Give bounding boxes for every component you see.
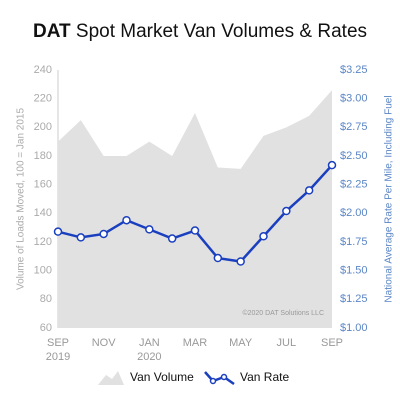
rate-marker xyxy=(259,232,268,241)
y-tick-label: 120 xyxy=(34,236,52,248)
y2-tick-label: $3.25 xyxy=(340,64,368,76)
legend-line-icon xyxy=(204,371,235,386)
rate-marker xyxy=(327,160,337,170)
y-axis-title: Volume of Loads Moved, 100 = Jan 2015 xyxy=(16,108,27,291)
y2-tick-label: $1.25 xyxy=(340,293,368,305)
rate-marker xyxy=(145,225,154,234)
x-year-label: 2019 xyxy=(46,351,70,363)
rate-marker xyxy=(99,229,108,239)
y-tick-label: 240 xyxy=(34,64,52,76)
y-tick-label: 100 xyxy=(34,265,52,277)
rate-marker xyxy=(76,233,86,242)
y2-tick-label: $2.75 xyxy=(340,121,368,133)
y-tick-label: 60 xyxy=(40,322,52,334)
legend-label: Van Volume xyxy=(130,370,194,384)
y-tick-label: 220 xyxy=(34,93,52,105)
x-tick-label: NOV xyxy=(92,337,117,349)
x-tick-label: JUL xyxy=(277,337,297,349)
y2-tick-label: $3.00 xyxy=(340,93,368,105)
x-tick-label: JAN xyxy=(139,337,160,349)
y2-tick-label: $1.00 xyxy=(340,322,368,334)
legend-marker xyxy=(209,377,217,385)
y2-tick-label: $2.50 xyxy=(340,150,368,162)
y2-tick-label: $2.25 xyxy=(340,179,368,191)
y2-tick-label: $1.75 xyxy=(340,236,368,248)
y-tick-label: 200 xyxy=(34,121,52,133)
rate-marker xyxy=(213,253,223,263)
y2-axis-title: National Average Rate Per Mile, Includin… xyxy=(384,95,395,302)
x-tick-label: MAR xyxy=(183,337,208,349)
rate-marker xyxy=(236,257,245,266)
x-tick-label: SEP xyxy=(47,337,69,349)
x-year-label: 2020 xyxy=(137,351,161,363)
y2-tick-label: $1.50 xyxy=(340,265,368,277)
rate-marker xyxy=(190,226,200,235)
x-tick-label: MAY xyxy=(229,337,253,349)
legend-marker xyxy=(220,373,228,381)
chart-title-group: DAT Spot Market Van Volumes & Rates xyxy=(33,21,367,42)
legend-area-icon xyxy=(98,371,124,385)
rate-marker xyxy=(304,186,314,195)
y-tick-label: 140 xyxy=(34,207,52,219)
y-tick-label: 160 xyxy=(34,179,52,191)
rate-marker xyxy=(122,215,131,225)
y-tick-label: 180 xyxy=(34,150,52,162)
chart-title: Spot Market Van Volumes & Rates xyxy=(76,21,367,42)
y-tick-label: 80 xyxy=(40,293,52,305)
brand: DAT xyxy=(33,21,71,42)
x-tick-label: SEP xyxy=(321,337,343,349)
y2-tick-label: $2.00 xyxy=(340,207,368,219)
legend-label: Van Rate xyxy=(240,370,289,384)
rate-marker xyxy=(167,234,177,243)
annotation: ©2020 DAT Solutions LLC xyxy=(242,309,324,317)
rate-marker xyxy=(282,206,291,216)
volume-area xyxy=(58,90,332,328)
rate-marker xyxy=(53,227,63,236)
